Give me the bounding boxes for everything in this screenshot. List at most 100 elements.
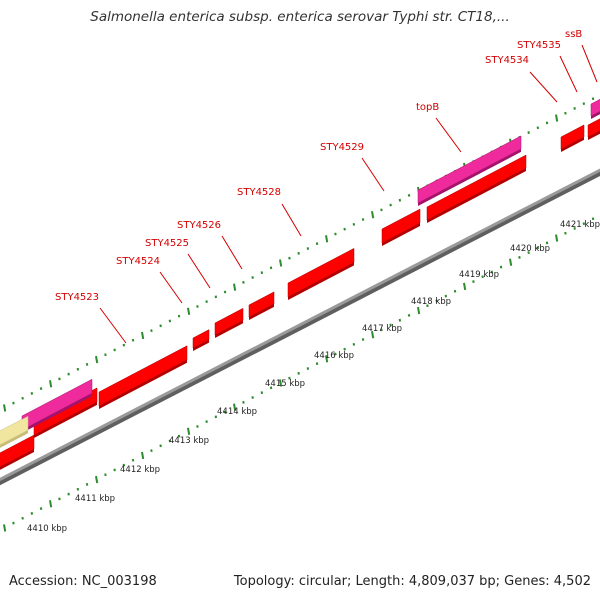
cds-gene-shade <box>249 303 274 320</box>
gene-label: ssB <box>565 29 582 40</box>
tick-minor <box>536 126 540 130</box>
kbp-tick-label: 4421 kbp <box>560 220 600 230</box>
tick-major <box>141 331 145 340</box>
tick-minor <box>260 271 264 275</box>
tick-minor <box>104 353 107 357</box>
tick-minor <box>260 391 264 395</box>
upper-tick-track <box>3 97 595 412</box>
kbp-tick-label: 4412 kbp <box>120 465 160 475</box>
gene-label: STY4524 <box>116 256 160 267</box>
tick-major <box>371 331 375 339</box>
tick-minor <box>58 377 61 381</box>
highlight-gene-shade <box>22 393 92 433</box>
cds-gene <box>98 345 188 407</box>
tick-major <box>233 283 237 291</box>
tick-minor <box>67 492 70 496</box>
cds-gene <box>426 154 527 221</box>
tick-minor <box>453 289 457 293</box>
tick-minor <box>407 313 411 317</box>
tick-major <box>555 234 559 242</box>
tick-minor <box>269 266 273 270</box>
tick-minor <box>518 256 521 259</box>
tick-minor <box>288 376 291 380</box>
tick-minor <box>343 227 346 231</box>
tick-minor <box>361 338 365 341</box>
leader-line <box>559 55 578 93</box>
tick-minor <box>591 97 595 101</box>
tick-minor <box>122 343 126 347</box>
kbp-tick-label: 4411 kbp <box>75 494 115 504</box>
gene-label: STY4534 <box>485 55 529 66</box>
tick-minor <box>352 342 356 346</box>
kbp-tick-label: 4419 kbp <box>459 270 499 280</box>
cds-gene <box>192 329 210 349</box>
highlight-gene-shade <box>418 148 521 206</box>
tick-major <box>233 403 237 411</box>
tick-minor <box>527 131 530 134</box>
gene-label: STY4526 <box>177 220 221 231</box>
map-title: Salmonella enterica subsp. enterica sero… <box>90 9 510 25</box>
leader-line <box>435 117 462 153</box>
tick-minor <box>490 270 494 274</box>
cds-gene-shade <box>99 359 187 409</box>
cds-gene-shade <box>427 168 526 223</box>
tick-minor <box>288 256 291 260</box>
leader-line <box>159 271 183 304</box>
tick-minor <box>398 318 402 322</box>
tick-minor <box>113 468 116 472</box>
tick-minor <box>205 420 208 424</box>
cds-gene <box>587 118 600 138</box>
kbp-tick-label: 4420 kbp <box>510 244 550 254</box>
tick-major <box>141 451 145 460</box>
leader-line <box>529 71 558 103</box>
kbp-tick-label: 4417 kbp <box>362 324 402 334</box>
cds-gene <box>214 307 244 336</box>
tick-minor <box>242 280 245 284</box>
backbone-line <box>0 168 600 482</box>
lower-tick-track <box>3 217 595 532</box>
tick-minor <box>536 246 540 250</box>
tick-minor <box>582 102 586 106</box>
tick-minor <box>564 231 567 235</box>
tick-minor <box>251 276 254 279</box>
pseudo-gene <box>0 415 29 446</box>
tick-minor <box>582 222 586 226</box>
tick-minor <box>389 323 392 327</box>
tick-minor <box>545 121 549 125</box>
tick-minor <box>352 222 356 226</box>
tick-minor <box>177 314 181 318</box>
tick-minor <box>306 247 310 250</box>
tick-major <box>3 404 7 412</box>
tick-minor <box>104 473 107 477</box>
kbp-tick-label: 4418 kbp <box>411 297 451 307</box>
tick-minor <box>472 280 475 283</box>
cds-gene <box>381 208 421 244</box>
tick-minor <box>573 107 576 110</box>
tick-minor <box>573 227 576 230</box>
tick-minor <box>297 251 300 255</box>
tick-minor <box>269 386 273 390</box>
tick-major <box>3 524 7 532</box>
tick-major <box>279 259 283 267</box>
tick-minor <box>564 111 567 115</box>
tick-minor <box>334 352 337 356</box>
tick-minor <box>223 410 227 414</box>
cds-gene <box>248 291 275 318</box>
leader-line <box>221 235 243 270</box>
tick-minor <box>297 371 300 375</box>
tick-minor <box>196 305 199 308</box>
tick-minor <box>380 328 383 332</box>
label-leader-lines <box>99 44 598 344</box>
tick-minor <box>389 203 392 207</box>
tick-major <box>555 114 559 122</box>
tick-minor <box>591 217 595 221</box>
tick-major <box>95 355 99 364</box>
gene-labels: STY4523 STY4524 STY4525 STY4526 STY4528 STY45… <box>55 29 582 303</box>
tick-minor <box>122 463 126 467</box>
tick-minor <box>39 507 43 510</box>
tick-minor <box>177 434 181 438</box>
tick-major <box>417 306 421 315</box>
cds-gene <box>0 434 35 468</box>
tick-minor <box>545 241 549 245</box>
